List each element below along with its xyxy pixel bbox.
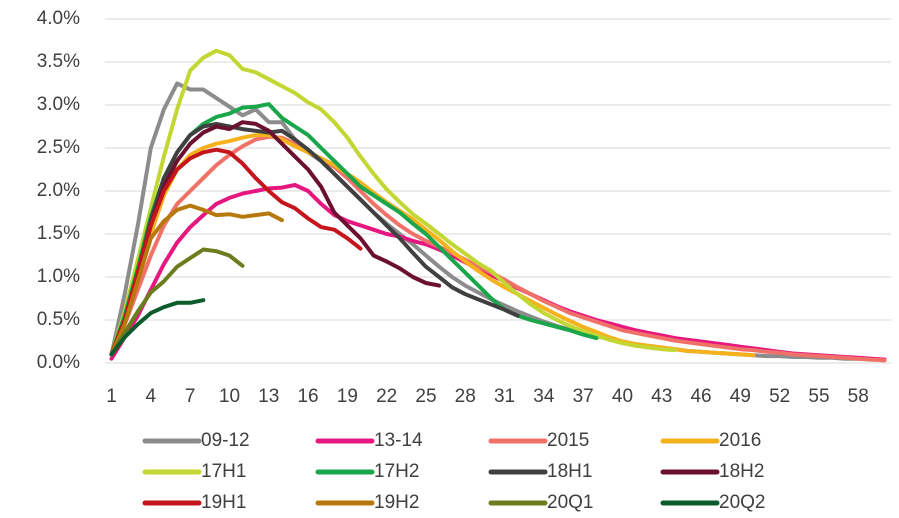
x-tick-label: 16 xyxy=(297,386,318,407)
legend-label: 2016 xyxy=(719,430,761,451)
y-tick-label: 1.5% xyxy=(37,223,80,244)
x-tick-label: 34 xyxy=(533,386,555,407)
series-line xyxy=(109,183,887,362)
x-tick-label: 10 xyxy=(219,386,240,407)
legend-label: 2015 xyxy=(547,430,589,451)
x-tick-label: 22 xyxy=(376,386,397,407)
x-tick-label: 52 xyxy=(769,386,790,407)
x-tick-label: 43 xyxy=(651,386,672,407)
legend-label: 20Q1 xyxy=(547,492,593,513)
y-tick-label: 1.0% xyxy=(37,266,80,287)
x-tick-label: 37 xyxy=(573,386,594,407)
x-tick-label: 19 xyxy=(337,386,358,407)
legend-label: 17H1 xyxy=(201,461,246,482)
series-line xyxy=(109,147,363,357)
x-tick-label: 46 xyxy=(690,386,711,407)
legend-label: 09-12 xyxy=(201,430,250,451)
y-tick-label: 2.0% xyxy=(37,180,80,201)
y-tick-label: 2.5% xyxy=(37,137,80,158)
series-line xyxy=(109,298,206,357)
x-tick-label: 1 xyxy=(106,386,117,407)
y-tick-label: 3.0% xyxy=(37,94,80,115)
x-tick-label: 28 xyxy=(455,386,476,407)
x-tick-label: 49 xyxy=(730,386,751,407)
x-tick-label: 7 xyxy=(185,386,196,407)
series-line xyxy=(109,120,442,357)
y-tick-label: 3.5% xyxy=(37,51,80,72)
legend-label: 18H1 xyxy=(547,461,592,482)
y-tick-label: 4.0% xyxy=(37,8,80,29)
x-tick-label: 13 xyxy=(258,386,279,407)
legend-label: 13-14 xyxy=(374,430,423,451)
series-line xyxy=(109,121,520,357)
x-tick-label: 55 xyxy=(808,386,829,407)
x-tick-label: 31 xyxy=(494,386,515,407)
legend-label: 18H2 xyxy=(719,461,764,482)
series-line xyxy=(109,48,677,357)
y-tick-label: 0.5% xyxy=(37,309,80,330)
legend-label: 17H2 xyxy=(374,461,419,482)
x-tick-label: 58 xyxy=(848,386,869,407)
series-line xyxy=(109,247,245,357)
x-tick-label: 40 xyxy=(612,386,633,407)
series-line xyxy=(109,134,887,363)
legend-label: 19H2 xyxy=(374,492,419,513)
x-tick-label: 25 xyxy=(415,386,436,407)
x-tick-label: 4 xyxy=(146,386,157,407)
series-line xyxy=(109,203,284,357)
y-tick-label: 0.0% xyxy=(37,352,80,373)
legend-label: 20Q2 xyxy=(719,492,765,513)
legend-label: 19H1 xyxy=(201,492,246,513)
